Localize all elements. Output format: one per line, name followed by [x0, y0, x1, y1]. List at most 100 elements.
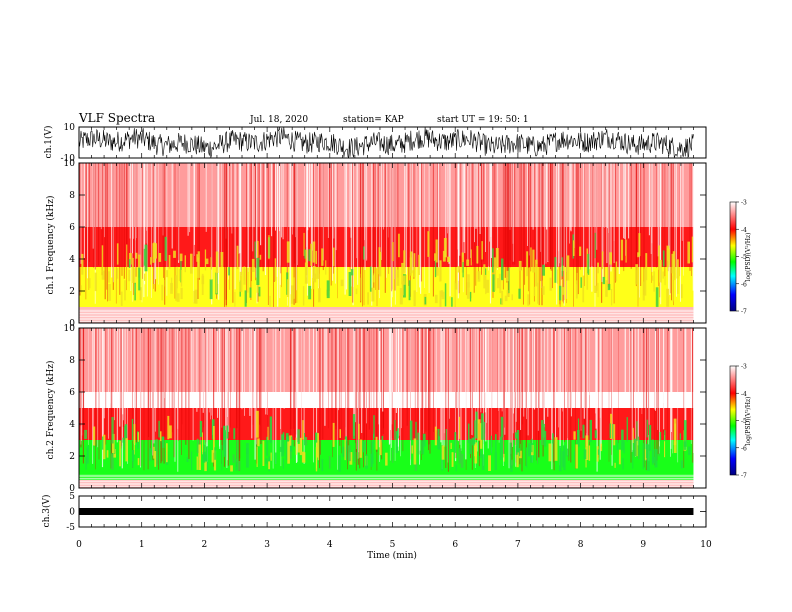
- spectrogram-activity: [339, 429, 341, 438]
- spectrogram-activity: [124, 280, 126, 301]
- spectrogram-activity: [328, 456, 331, 469]
- spectrogram-activity: [409, 251, 413, 274]
- spectrogram-activity: [338, 455, 341, 472]
- spectrogram-activity: [289, 435, 293, 446]
- spectrogram-activity: [93, 426, 96, 446]
- spectrogram-activity: [367, 292, 369, 305]
- spectrogram-activity: [302, 420, 304, 440]
- spectrogram-activity: [385, 452, 388, 466]
- spectrogram-activity: [308, 285, 312, 300]
- spectrogram-activity: [122, 437, 124, 443]
- spectrogram-activity: [620, 239, 624, 261]
- spectrogram-activity: [164, 280, 166, 287]
- spectrogram-activity: [144, 273, 146, 281]
- spectrogram-activity: [561, 257, 563, 277]
- spectrogram-activity: [155, 439, 159, 466]
- spectrogram-activity: [434, 253, 436, 261]
- spectrogram-activity: [312, 275, 314, 290]
- spectrogram-activity: [379, 251, 382, 277]
- spectrogram-activity: [403, 274, 406, 298]
- spectrogram-activity: [589, 419, 592, 442]
- spectrogram-activity: [510, 459, 514, 466]
- spectrogram-activity: [193, 290, 196, 304]
- spectrogram-activity: [559, 445, 562, 472]
- spectrogram-activity: [295, 437, 297, 455]
- spectrogram-activity: [267, 426, 269, 441]
- spectrogram-activity: [532, 249, 535, 273]
- spectrogram-activity: [175, 275, 178, 301]
- spectrogram-activity: [258, 286, 261, 297]
- spectrogram-activity: [149, 448, 152, 461]
- spectrogram-activity: [143, 248, 146, 266]
- spectrogram-activity: [137, 432, 140, 442]
- spectrogram-activity: [332, 422, 335, 447]
- spectrogram-activity: [204, 461, 207, 472]
- spectrogram-activity: [653, 457, 655, 464]
- spectrogram-activity: [566, 255, 570, 281]
- spectrogram-activity: [202, 432, 203, 455]
- spectrogram-activity: [316, 267, 320, 279]
- spectrogram-activity: [315, 447, 318, 472]
- spectrogram-activity: [153, 446, 155, 459]
- spectrogram-activity: [403, 275, 406, 285]
- spectrogram-activity: [476, 245, 479, 264]
- spectrogram-activity: [132, 257, 134, 283]
- spectrogram-activity: [542, 423, 546, 438]
- spectrogram-activity: [110, 453, 114, 470]
- spectrogram-activity: [662, 250, 665, 267]
- spectrogram-activity: [113, 444, 116, 454]
- spectrogram-activity: [450, 442, 452, 449]
- spectrogram-activity: [653, 271, 655, 292]
- spectrogram-activity: [543, 431, 547, 447]
- colorbar-tick-label: -4: [741, 227, 747, 234]
- spectrogram-activity: [395, 431, 398, 453]
- spectrogram-activity: [401, 281, 404, 296]
- spectrogram-activity: [168, 255, 171, 269]
- spectrogram-activity: [315, 250, 317, 264]
- spectrogram-activity: [688, 446, 691, 455]
- spectrogram-activity: [134, 282, 136, 301]
- x-tick-label: 0: [76, 540, 82, 550]
- spectrogram-activity: [304, 433, 305, 446]
- spectrogram-activity: [360, 277, 362, 302]
- spectrogram-activity: [340, 279, 344, 287]
- spectrogram-activity: [462, 262, 464, 278]
- spectrogram-activity: [255, 410, 259, 438]
- spectrogram-activity: [496, 278, 500, 289]
- spectrogram-activity: [421, 440, 425, 455]
- spectrogram-activity: [471, 437, 475, 446]
- spectrogram-activity: [439, 260, 442, 282]
- spectrogram-activity: [408, 280, 411, 301]
- ch3-tick-label: 5: [69, 492, 75, 502]
- spectrogram-activity: [176, 293, 180, 302]
- spectrogram-activity: [655, 287, 659, 307]
- spectrogram-activity: [680, 460, 683, 469]
- spectrogram-activity: [413, 438, 417, 465]
- spectrogram-activity: [274, 258, 277, 282]
- spectrogram-activity: [161, 284, 164, 301]
- spectrogram-activity: [270, 452, 272, 461]
- ch1-tick-label: 10: [64, 123, 76, 133]
- spectrogram-activity: [359, 439, 363, 458]
- spectrogram-activity: [370, 453, 373, 467]
- spectrogram-activity: [607, 284, 611, 291]
- spectrogram-activity: [94, 272, 97, 292]
- spectrogram-activity: [233, 428, 236, 440]
- spectrogram-activity: [662, 271, 664, 279]
- spectrogram-activity: [210, 257, 212, 281]
- spectrogram-activity: [501, 258, 504, 281]
- spectrogram-activity: [673, 441, 677, 453]
- ch3-waveform-trace: [79, 508, 694, 515]
- ch1-colorbar-label: log(PSD)(V²/Hz): [745, 233, 752, 282]
- spectrogram-activity: [226, 425, 229, 439]
- spectrogram-activity: [213, 450, 217, 471]
- spectrogram-activity: [132, 455, 134, 468]
- spectrogram-activity: [586, 273, 589, 290]
- spectrogram-activity: [266, 436, 269, 456]
- spectrogram-activity: [605, 280, 608, 297]
- x-tick-label: 9: [640, 540, 646, 550]
- spectrogram-activity: [582, 275, 585, 303]
- spectrogram-activity: [681, 284, 683, 299]
- spectrogram-activity: [485, 269, 487, 295]
- spectrogram-activity: [236, 439, 238, 462]
